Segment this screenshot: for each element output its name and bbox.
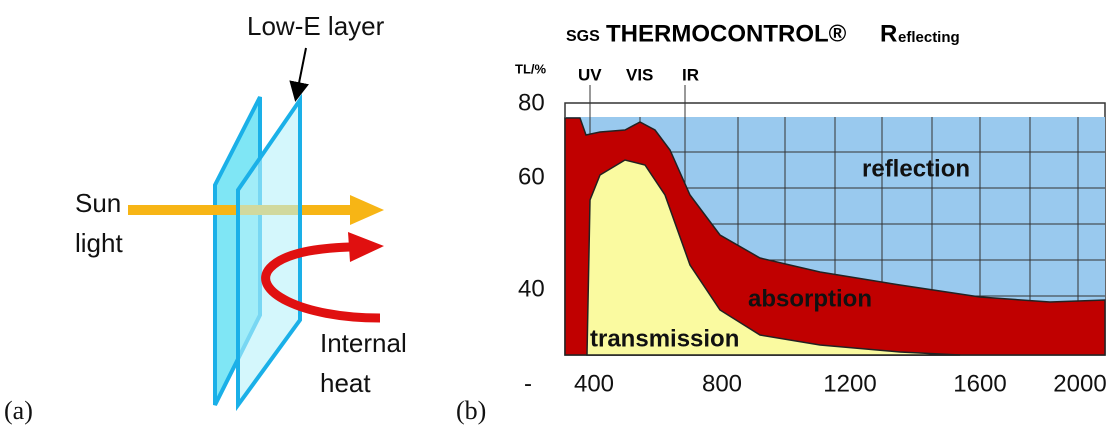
- sun-label: light: [75, 228, 123, 258]
- title: THERMOCONTROL®: [606, 20, 847, 47]
- region-label: reflection: [862, 155, 970, 182]
- y-tick-label: -: [524, 370, 532, 397]
- panel-b: (b) SGS THERMOCONTROL® R eflecting TL/% …: [456, 20, 1107, 425]
- band-label: IR: [682, 65, 699, 84]
- panel-label: (a): [4, 396, 33, 425]
- band-label: UV: [578, 65, 602, 84]
- sun-label: Sun: [75, 188, 121, 218]
- panel-a: Low-E layer Sun light Internal heat (a): [4, 11, 407, 425]
- y-tick-label: 40: [518, 275, 545, 302]
- heat-label: Internal: [320, 328, 407, 358]
- sun-arrowhead: [350, 195, 384, 225]
- page: Low-E layer Sun light Internal heat (a) …: [0, 0, 1112, 441]
- x-tick-label: 2000: [1053, 370, 1106, 397]
- heat-arrowhead: [348, 232, 384, 262]
- title: R: [880, 20, 897, 47]
- y-tick-label: 80: [518, 89, 545, 116]
- y-unit: TL/%: [515, 61, 546, 76]
- y-tick-label: 60: [518, 163, 545, 190]
- title: SGS: [566, 28, 600, 45]
- band-label: VIS: [626, 65, 653, 84]
- x-tick-label: 800: [702, 370, 742, 397]
- x-tick-label: 1600: [953, 370, 1006, 397]
- figure: Low-E layer Sun light Internal heat (a) …: [0, 0, 1112, 436]
- title: eflecting: [898, 29, 960, 46]
- panel-label: (b): [456, 396, 486, 425]
- pointer: [296, 48, 306, 98]
- heat-label: heat: [320, 368, 371, 398]
- layer-label: Low-E layer: [247, 11, 385, 41]
- x-tick-label: 1200: [823, 370, 876, 397]
- region-label: absorption: [748, 285, 872, 312]
- x-tick-label: 400: [574, 370, 614, 397]
- region-label: transmission: [590, 325, 739, 352]
